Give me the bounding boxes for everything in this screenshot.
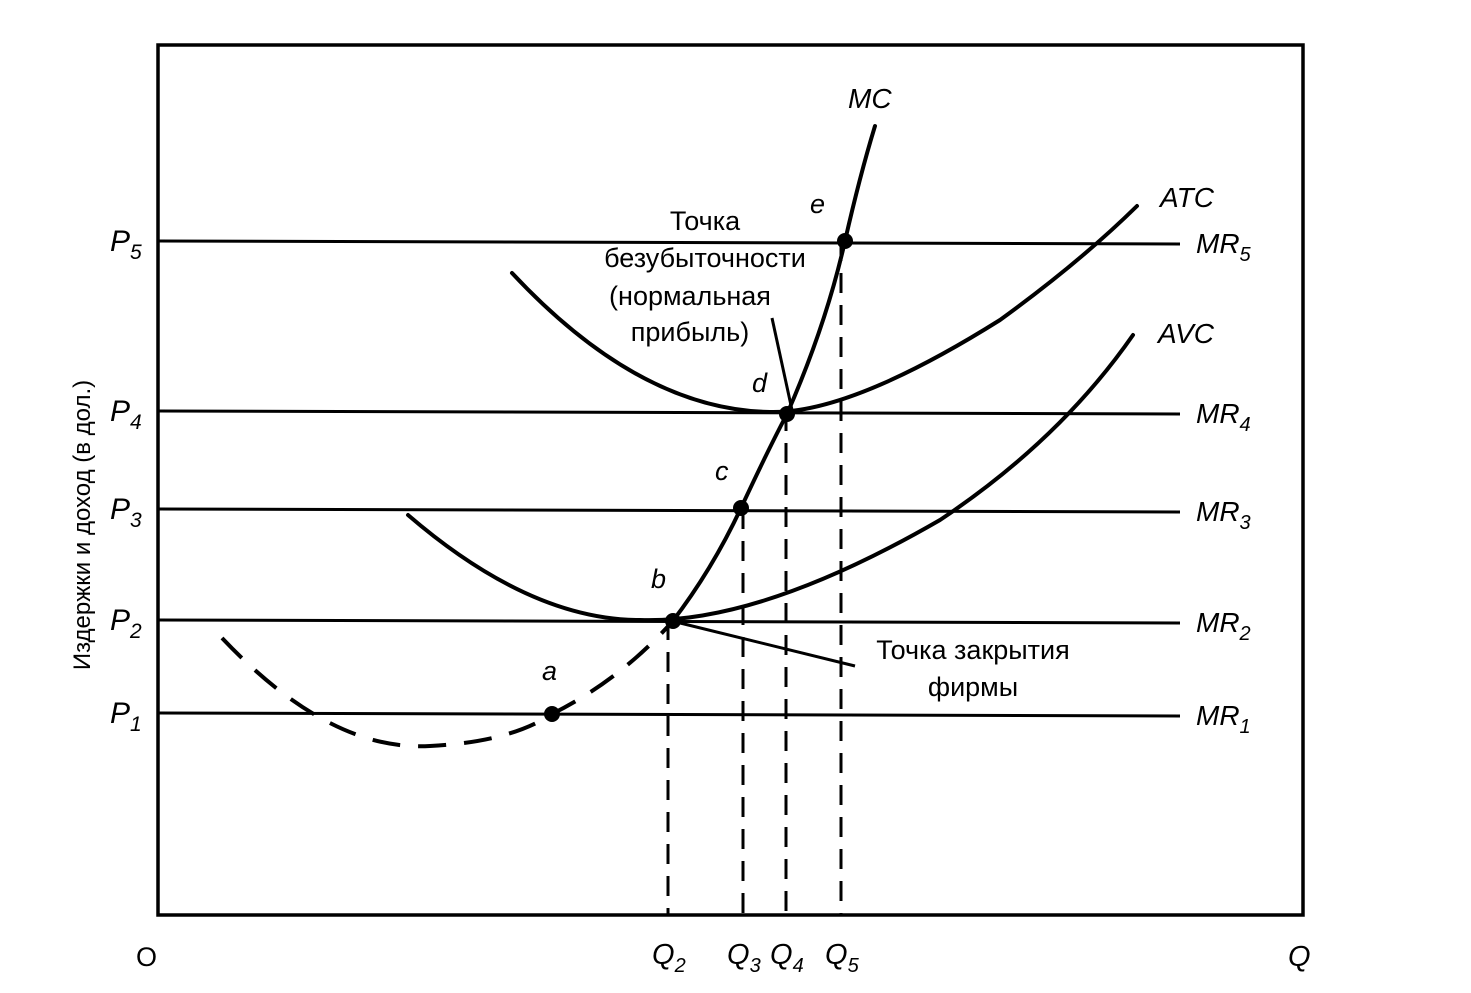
x-axis-label: Q [1288,941,1311,973]
mr-line-5 [157,239,1181,246]
series-label-mc: MC [848,83,892,114]
quantity-label-4: Q4 [770,939,804,977]
price-label-4: P4 [110,395,142,434]
point-label-b: b [651,564,666,594]
quantity-label-3: Q3 [727,939,761,977]
mr-label-3: MR3 [1196,496,1251,534]
shutdown-line-2: фирмы [928,672,1018,702]
mr-label-5: MR5 [1196,228,1252,266]
series-label-avc: AVC [1156,318,1215,349]
price-label-5: P5 [110,225,142,264]
point-label-d: d [752,368,768,398]
series-label-atc: ATC [1158,182,1215,213]
mr-label-4: MR4 [1196,398,1251,436]
point-d [779,406,795,422]
price-label-1: P1 [110,697,142,736]
breakeven-line-2: безубыточности [604,243,806,273]
quantity-drop-lines [666,241,843,915]
shutdown-line-1: Точка закрытия [876,635,1070,665]
breakeven-annotation: Точка безубыточности (нормальная прибыль… [604,206,806,347]
mc-dashed-curve [220,620,674,749]
mr-labels: MR1 MR2 MR3 MR4 MR5 [1196,228,1252,738]
origin-label: O [136,942,157,972]
breakeven-line-3: (нормальная [609,281,771,311]
breakeven-line-4: прибыль) [631,317,749,347]
breakeven-pointer-line [770,317,794,411]
mr-line-1 [157,711,1181,718]
shutdown-pointer-line [675,620,856,668]
mc-curve [670,124,877,624]
point-label-a: a [542,656,557,686]
quantity-label-5: Q5 [825,939,860,977]
equilibrium-points: a b c d e [542,189,853,722]
y-axis-label: Издержки и доход (в дол.) [69,380,96,670]
price-label-3: P3 [110,493,142,532]
mr-line-3 [157,507,1181,514]
shutdown-annotation: Точка закрытия фирмы [876,635,1070,702]
price-label-2: P2 [110,604,142,643]
point-e [837,233,853,249]
mr-lines [157,239,1181,718]
point-a [544,706,560,722]
atc-curve [510,204,1139,415]
mr-line-4 [157,409,1181,416]
point-label-c: c [715,456,729,486]
quantity-labels: Q2 Q3 Q4 Q5 [652,939,860,977]
price-labels: P1 P2 P3 P4 P5 [110,225,142,736]
point-c [733,500,749,516]
mr-label-1: MR1 [1196,700,1251,738]
breakeven-line-1: Точка [670,206,741,236]
mr-label-2: MR2 [1196,607,1251,645]
avc-curve [406,333,1135,623]
point-label-e: e [810,189,825,219]
point-b [665,613,681,629]
quantity-label-2: Q2 [652,939,686,977]
plot-frame [156,43,1305,917]
